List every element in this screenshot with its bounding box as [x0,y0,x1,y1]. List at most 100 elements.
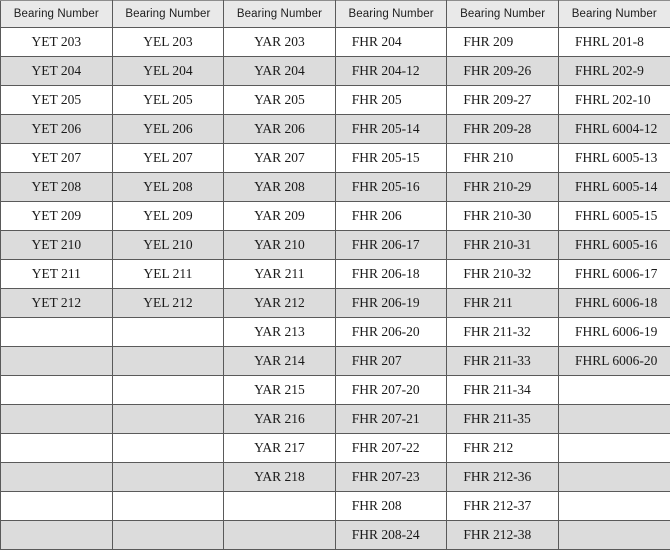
table-cell-bearing-number: FHR 206 [335,202,447,231]
table-cell-bearing-number: FHR 207-22 [335,434,447,463]
table-cell-bearing-number: FHR 212 [447,434,559,463]
table-cell-empty [558,492,670,521]
header-row: Bearing Number Bearing Number Bearing Nu… [1,1,670,28]
column-header-fhr-2: Bearing Number [447,1,559,28]
table-cell-bearing-number: FHR 205-15 [335,144,447,173]
table-cell-bearing-number: FHR 211-32 [447,318,559,347]
table-cell-bearing-number: FHR 210-30 [447,202,559,231]
table-cell-bearing-number: FHRL 202-10 [558,86,670,115]
table-cell-bearing-number: YET 208 [1,173,113,202]
table-cell-bearing-number: FHR 209-28 [447,115,559,144]
table-cell-empty [558,376,670,405]
table-cell-empty [112,434,224,463]
table-cell-empty [1,318,113,347]
table-cell-empty [558,405,670,434]
table-cell-bearing-number: FHR 206-18 [335,260,447,289]
table-header: Bearing Number Bearing Number Bearing Nu… [1,1,670,28]
table-cell-bearing-number: FHR 206-17 [335,231,447,260]
table-cell-bearing-number: YET 203 [1,28,113,57]
table-cell-bearing-number: FHRL 6006-17 [558,260,670,289]
table-cell-empty [1,492,113,521]
table-cell-bearing-number: FHR 210 [447,144,559,173]
table-cell-empty [112,463,224,492]
table-cell-bearing-number: FHRL 6006-20 [558,347,670,376]
table-cell-bearing-number: YAR 217 [224,434,336,463]
table-cell-bearing-number: FHR 210-32 [447,260,559,289]
table-cell-empty [224,521,336,550]
table-cell-bearing-number: YET 211 [1,260,113,289]
table-cell-bearing-number: YET 204 [1,57,113,86]
table-cell-bearing-number: FHRL 6005-14 [558,173,670,202]
table-cell-bearing-number: YAR 215 [224,376,336,405]
table-cell-empty [558,434,670,463]
table-cell-bearing-number: YEL 205 [112,86,224,115]
table-cell-bearing-number: FHR 207-20 [335,376,447,405]
table-cell-bearing-number: YEL 206 [112,115,224,144]
table-cell-bearing-number: FHR 207-21 [335,405,447,434]
table-cell-bearing-number: FHR 211-34 [447,376,559,405]
table-cell-bearing-number: YET 207 [1,144,113,173]
table-cell-bearing-number: FHRL 201-8 [558,28,670,57]
table-cell-empty [1,434,113,463]
table-cell-bearing-number: FHR 205 [335,86,447,115]
table-cell-empty [224,492,336,521]
table-cell-bearing-number: YEL 210 [112,231,224,260]
table-cell-bearing-number: YAR 216 [224,405,336,434]
table-cell-bearing-number: YAR 206 [224,115,336,144]
table-cell-bearing-number: YAR 210 [224,231,336,260]
table-cell-bearing-number: YAR 214 [224,347,336,376]
table-cell-bearing-number: FHR 208-24 [335,521,447,550]
table-cell-bearing-number: FHR 212-38 [447,521,559,550]
table-cell-bearing-number: FHR 210-31 [447,231,559,260]
table-cell-bearing-number: FHR 209 [447,28,559,57]
table-cell-bearing-number: YET 206 [1,115,113,144]
table-cell-bearing-number: YEL 208 [112,173,224,202]
table-cell-bearing-number: FHR 211 [447,289,559,318]
table-cell-bearing-number: FHR 204-12 [335,57,447,86]
table-cell-empty [112,405,224,434]
table-cell-bearing-number: YAR 204 [224,57,336,86]
table-cell-empty [558,463,670,492]
table-cell-bearing-number: YEL 209 [112,202,224,231]
table-cell-empty [558,521,670,550]
table-cell-bearing-number: FHRL 6006-19 [558,318,670,347]
column-header-fhrl: Bearing Number [558,1,670,28]
table-cell-bearing-number: YET 210 [1,231,113,260]
table-cell-bearing-number: FHR 209-27 [447,86,559,115]
table-cell-bearing-number: YAR 209 [224,202,336,231]
table-cell-bearing-number: FHRL 6005-15 [558,202,670,231]
table-cell-bearing-number: YAR 212 [224,289,336,318]
table-cell-bearing-number: YET 212 [1,289,113,318]
table-cell-empty [112,376,224,405]
table-cell-empty [112,318,224,347]
table-cell-empty [112,521,224,550]
table-cell-bearing-number: FHRL 6006-18 [558,289,670,318]
table-cell-bearing-number: YAR 211 [224,260,336,289]
column-header-yel: Bearing Number [112,1,224,28]
column-header-fhr-1: Bearing Number [335,1,447,28]
table-cell-empty [112,347,224,376]
table-cell-bearing-number: FHR 207-23 [335,463,447,492]
table-cell-bearing-number: YET 209 [1,202,113,231]
table-cell-empty [1,376,113,405]
table-cell-bearing-number: FHRL 6005-16 [558,231,670,260]
table-cell-bearing-number: FHRL 6004-12 [558,115,670,144]
table-cell-bearing-number: FHR 210-29 [447,173,559,202]
table-cell-bearing-number: YAR 205 [224,86,336,115]
table-cell-bearing-number: YEL 211 [112,260,224,289]
